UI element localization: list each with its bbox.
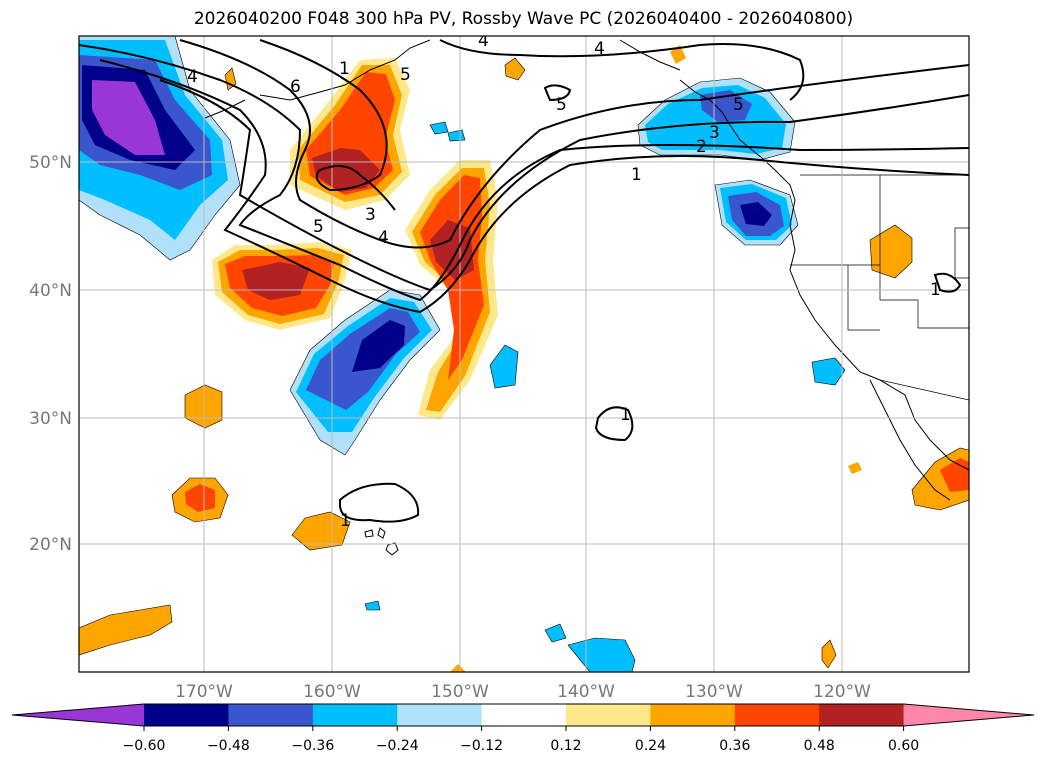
contour-label: 4 [378,228,389,248]
lon-label: 160°W [303,682,361,702]
colorbar-bin [312,704,398,726]
colorbar-tick-label: −0.36 [291,738,334,754]
lon-label: 170°W [175,682,233,702]
contour-label: 1 [339,59,350,79]
map-title: 2026040200 F048 300 hPa PV, Rossby Wave … [193,9,854,29]
pv-anomaly-fills [79,36,969,672]
colorbar-tick-label: −0.60 [123,738,166,754]
contour-label: 4 [187,67,198,87]
colorbar-bin [397,704,483,726]
colorbar-bin [144,704,229,726]
contour-labels: 4 6 5 4 5 5 1 3 2 1 3 5 4 1 1 1 4 [187,31,941,531]
map-frame [78,35,970,673]
contour-label: 1 [340,511,351,531]
colorbar-tick-label: −0.12 [460,738,503,754]
contour-label: 2 [696,137,707,157]
map-panel: 4 6 5 4 5 5 1 3 2 1 3 5 4 1 1 1 4 [79,31,969,672]
pv-contours [79,39,969,523]
colorbar-bin [481,704,567,726]
latitude-labels: 50°N 40°N 30°N 20°N [29,153,72,555]
lon-label: 150°W [431,682,489,702]
colorbar-extend-high [903,704,1034,726]
colorbar-tick-label: 0.36 [719,738,750,754]
colorbar-tick-label: 0.60 [888,738,919,754]
contour-label: 1 [930,280,941,300]
colorbar-bin [228,704,314,726]
colorbar-tick-label: 0.48 [804,738,835,754]
borders [790,174,969,401]
contour-label: 1 [631,165,642,185]
lat-label: 20°N [29,535,72,555]
colorbar-bin [650,704,736,726]
lat-label: 30°N [29,409,72,429]
contour-label: 5 [313,217,324,237]
colorbar-tick-label: −0.48 [207,738,250,754]
colorbar-ticks: −0.60 −0.48 −0.36 −0.24 −0.12 0.12 0.24 0.36 0.4… [123,726,919,754]
contour-label: 4 [594,39,605,59]
colorbar-tick-label: 0.12 [550,738,581,754]
colorbar-tick-label: 0.24 [635,738,666,754]
contour-label: 5 [400,65,411,85]
contour-label: 3 [365,205,376,225]
contour-label: 4 [478,31,489,51]
colorbar-tick-label: −0.24 [376,738,419,754]
contour-label: 6 [290,77,301,97]
lon-label: 120°W [813,682,871,702]
colorbar-bin [566,704,651,726]
lat-label: 50°N [29,153,72,173]
contour-label: 1 [620,405,631,425]
contour-label: 5 [556,95,567,115]
colorbar [11,703,1035,727]
colorbar-bin [734,704,820,726]
lon-label: 140°W [557,682,615,702]
lat-label: 40°N [29,281,72,301]
colorbar-bin [819,704,905,726]
longitude-labels: 170°W 160°W 150°W 140°W 130°W 120°W [175,682,871,702]
lon-label: 130°W [685,682,743,702]
colorbar-extend-low [12,704,144,726]
gridlines [79,36,969,672]
contour-label: 5 [733,95,744,115]
contour-label: 3 [709,123,720,143]
